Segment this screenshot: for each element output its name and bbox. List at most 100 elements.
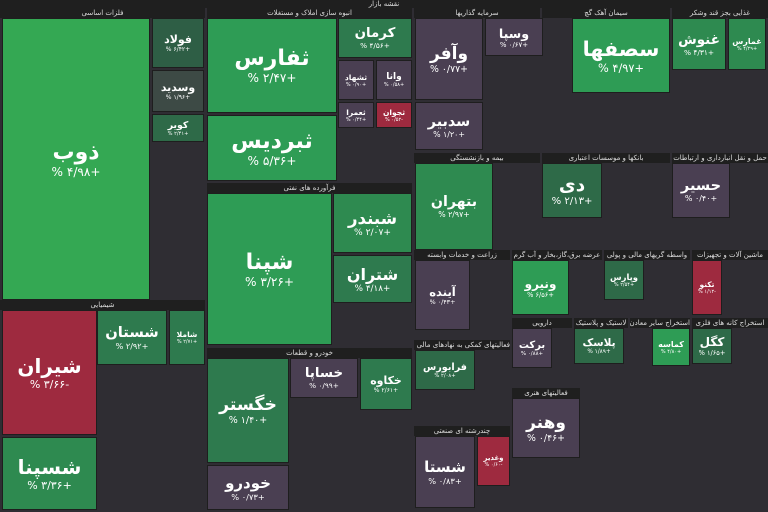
stock-tile: غمارس +۴/۲۹ % [728, 18, 766, 70]
stock-tile: شستان +۲/۹۲ % [97, 310, 167, 365]
tile-change: +۳/۲۶ % [244, 274, 295, 289]
tile-label: برکت [518, 339, 546, 351]
tile-change: -۰/۶۰ % [484, 462, 503, 468]
sector-header: چندرشته ای صنعتی [414, 426, 510, 436]
tile-change: +۰/۹۹ % [309, 381, 339, 390]
stock-tile: کویر +۲/۴۱ % [152, 114, 204, 142]
stock-tile: شستا +۰/۸۳ % [415, 436, 475, 508]
tile-change: +۰/۶۷ % [499, 40, 529, 49]
stock-tile: سدبیر +۱/۲۰ % [415, 102, 483, 150]
tile-label: خودرو [225, 473, 271, 492]
tile-label: کماسه [658, 339, 684, 349]
sector-header: انبوه سازی املاک و مستغلات [207, 8, 412, 18]
stock-tile: وسدید +۱/۹۶ % [152, 70, 204, 112]
stock-tile: کگل +۱/۶۵ % [692, 328, 732, 364]
tile-change: +۴/۹۸ % [51, 164, 101, 179]
tile-label: شاملا [176, 330, 198, 339]
sector-header: فعالیتهای کمکی به نهادهای مالی واسط [414, 340, 510, 350]
tile-label: ثعمرا [346, 107, 366, 117]
tile-label: ثشهاد [344, 72, 368, 82]
tile-change: +۳/۳۶ % [27, 479, 72, 492]
tile-label: فولاد [164, 33, 192, 46]
tile-label: ثبردیس [231, 128, 313, 154]
stock-tile: سصفها +۴/۹۷ % [572, 18, 670, 93]
map-title: نقشه بازار [0, 0, 768, 8]
tile-change: +۴/۹۷ % [598, 60, 644, 75]
sector-header: فرآورده های نفتی [207, 183, 412, 193]
tile-label: ونیرو [524, 276, 557, 291]
tile-change: +۱/۲۰ % [433, 129, 465, 139]
stock-tile: ذوب +۴/۹۸ % [2, 18, 150, 300]
sector-header: ماشین آلات و تجهیزات [692, 250, 768, 260]
tile-change: +۴/۳۱ % [683, 47, 715, 57]
tile-change: +۱/۹۶ % [165, 94, 191, 101]
stock-tile: وپارس +۲/۵۴ % [604, 260, 644, 300]
tile-change: +۴/۲۹ % [736, 45, 758, 52]
tile-label: پلاسک [582, 337, 616, 349]
stock-tile: ثجوان -۰/۵۲ % [376, 102, 412, 128]
stock-tile: کماسه +۴/۸۰ % [652, 328, 690, 366]
tile-label: خگستر [219, 395, 277, 415]
tile-change: -۳/۶۶ % [29, 378, 70, 391]
tile-label: وآفر [429, 43, 469, 64]
stock-tile: شیران -۳/۶۶ % [2, 310, 97, 435]
sector-header: لاستیک و پلاستیک [574, 318, 628, 328]
sector-header: غذایی بجز قند وشکر [672, 8, 768, 18]
sector-header: دارویی [512, 318, 572, 328]
sector-header: سرمایه گذاریها [414, 8, 540, 18]
stock-tile: شاملا +۲/۷۱ % [169, 310, 205, 365]
tile-change: +۲/۰۸ % [434, 372, 456, 379]
tile-label: کگل [699, 335, 725, 349]
stock-tile: وآفر +۰/۷۷ % [415, 18, 483, 100]
tile-change: +۱/۶۵ % [698, 349, 726, 357]
tile-change: +۲/۹۲ % [115, 341, 149, 351]
tile-label: بتهران [430, 194, 478, 210]
tile-label: شیران [17, 354, 82, 378]
tile-change: +۲/۴۷ % [247, 71, 297, 85]
stock-tile: خودرو +۰/۷۳ % [207, 465, 289, 510]
stock-tile: شتران +۴/۱۸ % [333, 255, 412, 303]
tile-change: +۶/۴۲ % [165, 46, 191, 53]
tile-change: -۱/۱۲ % [698, 289, 716, 295]
sector-header: سیمان آهک گچ [542, 8, 670, 18]
sector-header: شیمیایی [0, 300, 205, 310]
tile-label: تکنو [699, 280, 715, 289]
tile-change: +۴/۸۰ % [660, 348, 682, 355]
tile-label: ثفارس [234, 46, 310, 71]
tile-label: وانا [386, 72, 402, 82]
tile-label: غنوش [678, 31, 720, 48]
stock-tile: برکت +۰/۸۸ % [512, 328, 552, 368]
stock-tile: خگستر +۱/۴۰ % [207, 358, 289, 463]
stock-tile: وانا +۰/۵۸ % [376, 60, 412, 100]
stock-tile: تکنو -۱/۱۲ % [692, 260, 722, 315]
tile-change: +۲/۵۴ % [613, 282, 635, 288]
tile-label: وسدید [160, 81, 196, 94]
stock-tile: ثفارس +۲/۴۷ % [207, 18, 337, 113]
tile-label: آینده [429, 284, 456, 299]
tile-change: +۲/۶۱ % [373, 387, 399, 394]
tile-change: +۰/۴۴ % [345, 116, 367, 123]
stock-tile: فرابورس +۲/۰۸ % [415, 350, 475, 390]
sector-header: استخراج سایر معادن [630, 318, 690, 328]
sector-header: فعالیتهای هنری [512, 388, 580, 398]
tile-change: +۲/۱۳ % [551, 195, 593, 207]
tile-change: +۱/۸۹ % [587, 349, 611, 355]
tile-change: +۵/۳۶ % [247, 153, 297, 168]
sector-header: زراعت و خدمات وابسته [414, 250, 510, 260]
tile-change: +۰/۸۸ % [520, 350, 544, 357]
tile-label: شستان [105, 324, 159, 341]
stock-tile: شسپنا +۳/۳۶ % [2, 437, 97, 510]
stock-tile: شپنا +۳/۲۶ % [207, 193, 332, 345]
stock-tile: شبندر +۲/۰۷ % [333, 193, 412, 253]
sector-header: واسطه گریهای مالی و پولی [604, 250, 690, 260]
sector-header: خودرو و قطعات [207, 348, 412, 358]
stock-tile: بتهران +۲/۹۷ % [415, 163, 493, 250]
sector-header: بانکها و موسسات اعتباری [542, 153, 670, 163]
tile-label: ذوب [52, 139, 100, 165]
tile-change: +۰/۸۳ % [428, 476, 462, 486]
tile-change: +۲/۴۱ % [167, 130, 189, 137]
tile-label: شستا [424, 458, 466, 476]
tile-label: سصفها [582, 36, 660, 61]
tile-label: خساپا [304, 366, 344, 381]
tile-label: سدبیر [427, 113, 471, 130]
